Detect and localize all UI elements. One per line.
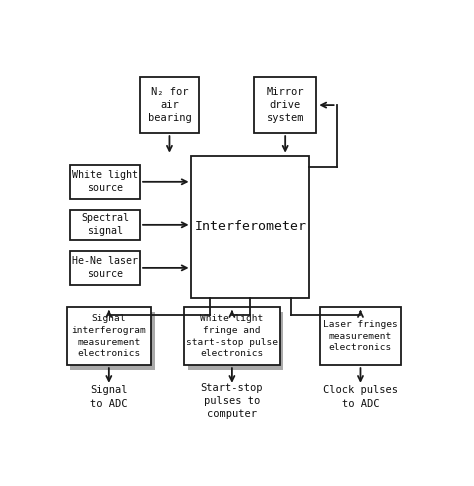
Bar <box>320 307 401 365</box>
Bar <box>66 307 151 365</box>
Bar <box>70 165 140 199</box>
Text: Signal
to ADC: Signal to ADC <box>90 385 128 409</box>
Bar <box>184 307 280 365</box>
Text: Clock pulses
to ADC: Clock pulses to ADC <box>323 385 398 409</box>
Text: Start-stop
pulses to
computer: Start-stop pulses to computer <box>201 382 263 419</box>
Text: Signal
interferogram
measurement
electronics: Signal interferogram measurement electro… <box>72 314 146 358</box>
Text: White light
fringe and
start-stop pulse
electronics: White light fringe and start-stop pulse … <box>186 314 278 358</box>
Bar <box>70 312 155 370</box>
Bar <box>140 77 199 133</box>
Bar <box>70 210 140 240</box>
Text: Spectral
signal: Spectral signal <box>81 213 129 237</box>
Text: N₂ for
air
bearing: N₂ for air bearing <box>147 87 191 123</box>
Bar <box>254 77 317 133</box>
Text: He-Ne laser
source: He-Ne laser source <box>72 256 138 279</box>
Text: Mirror
drive
system: Mirror drive system <box>266 87 304 123</box>
Bar <box>188 312 283 370</box>
Text: White light
source: White light source <box>72 170 138 193</box>
Text: Laser fringes
measurement
electronics: Laser fringes measurement electronics <box>323 320 398 352</box>
Bar <box>70 251 140 285</box>
Bar <box>191 156 309 298</box>
Text: Interferometer: Interferometer <box>194 220 306 233</box>
